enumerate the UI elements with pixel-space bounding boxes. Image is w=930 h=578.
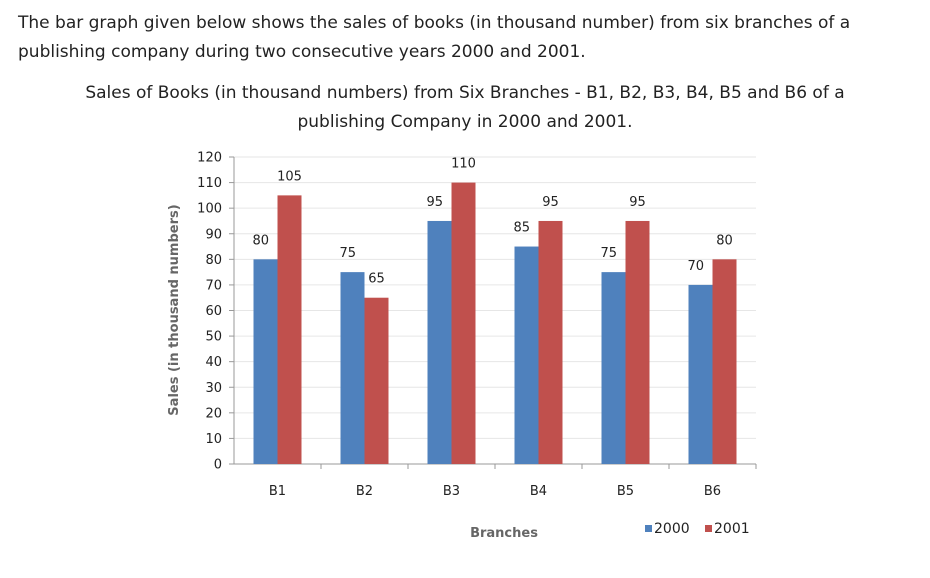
x-axis-title: Branches (470, 526, 538, 541)
bar-2000-B6 (688, 284, 713, 464)
legend-swatch-2000 (645, 525, 652, 532)
chart-title-line-2: publishing Company in 2000 and 2001. (297, 112, 633, 132)
y-tick-label: 100 (197, 202, 222, 217)
data-label: 65 (368, 272, 385, 287)
y-tick-label: 80 (205, 253, 222, 268)
bar-2000-B1 (253, 259, 278, 464)
data-label: 75 (601, 246, 618, 261)
x-category-label: B6 (704, 484, 721, 499)
data-label: 75 (340, 246, 357, 261)
legend-swatch-2001 (705, 525, 712, 532)
data-label: 110 (451, 157, 476, 172)
x-category-label: B2 (356, 484, 373, 499)
y-tick-label: 40 (205, 355, 222, 370)
data-label: 95 (542, 195, 559, 210)
bar-2000-B3 (427, 220, 452, 464)
bar-2001-B6 (712, 259, 737, 464)
bar-2001-B5 (625, 220, 650, 464)
y-tick-label: 120 (197, 151, 222, 166)
x-category-label: B1 (269, 484, 286, 499)
intro-paragraph: The bar graph given below shows the sale… (18, 13, 851, 62)
x-category-label: B5 (617, 484, 634, 499)
data-label: 70 (688, 259, 705, 274)
data-label: 105 (277, 169, 302, 184)
legend-label-2001: 2001 (714, 521, 750, 537)
bar-2001-B4 (538, 220, 563, 464)
data-label: 80 (253, 233, 270, 248)
y-tick-label: 70 (205, 278, 222, 293)
y-tick-label: 60 (205, 304, 222, 319)
y-tick-label: 90 (205, 227, 222, 242)
data-label: 80 (716, 233, 733, 248)
y-axis-title: Sales (in thousand numbers) (167, 204, 182, 415)
y-tick-label: 20 (205, 406, 222, 421)
y-tick-label: 110 (197, 176, 222, 191)
legend-label-2000: 2000 (654, 521, 690, 537)
y-tick-label: 50 (205, 330, 222, 345)
y-tick-label: 0 (214, 458, 222, 473)
bar-2000-B4 (514, 246, 539, 464)
y-tick-label: 10 (205, 432, 222, 447)
data-label: 95 (629, 195, 646, 210)
bar-2000-B5 (601, 272, 626, 464)
chart-title: Sales of Books (in thousand numbers) fro… (0, 79, 930, 137)
bar-2001-B2 (364, 297, 389, 464)
data-label: 95 (427, 195, 444, 210)
bar-2000-B2 (340, 272, 365, 464)
x-category-label: B3 (443, 484, 460, 499)
bar-2001-B1 (277, 195, 302, 464)
y-tick-label: 30 (205, 381, 222, 396)
data-label: 85 (514, 221, 531, 236)
x-category-label: B4 (530, 484, 547, 499)
chart-title-line-1: Sales of Books (in thousand numbers) fro… (85, 83, 845, 103)
bar-2001-B3 (451, 182, 476, 465)
